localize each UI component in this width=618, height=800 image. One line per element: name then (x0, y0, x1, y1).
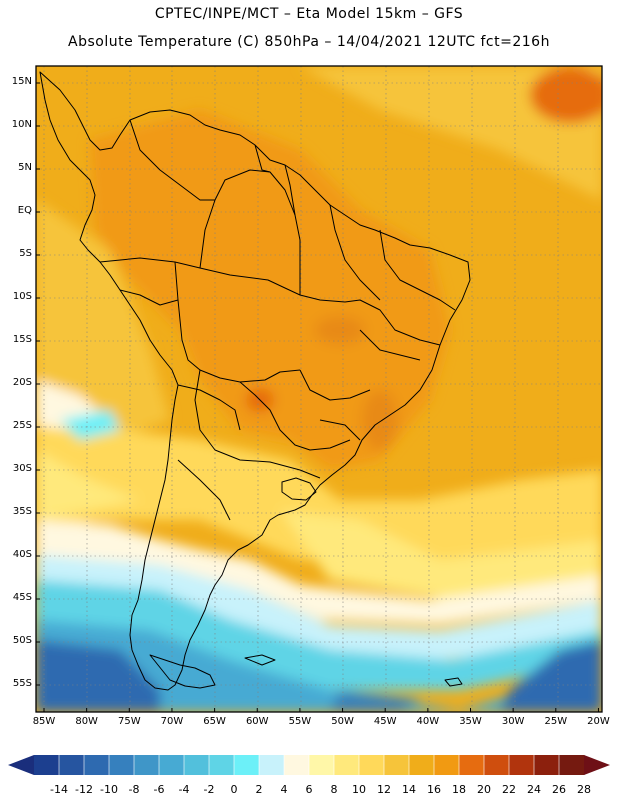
colorbar-min-arrow (8, 755, 34, 775)
lon-label: 50W (328, 716, 358, 727)
lon-label: 85W (29, 716, 59, 727)
lat-label: 15S (8, 334, 32, 345)
lon-label: 20W (583, 716, 613, 727)
lat-label: 5N (8, 162, 32, 173)
lat-label: 10N (8, 119, 32, 130)
lon-label: 45W (370, 716, 400, 727)
colorbar-label: 28 (569, 783, 599, 796)
colorbar-swatch (359, 755, 385, 775)
lon-label: 70W (157, 716, 187, 727)
colorbar-swatch (134, 755, 160, 775)
colorbar-swatch (409, 755, 435, 775)
lat-label: 20S (8, 377, 32, 388)
colorbar-max-arrow (584, 755, 610, 775)
colorbar-swatch (284, 755, 310, 775)
colorbar-swatch (384, 755, 410, 775)
colorbar-swatch (459, 755, 485, 775)
lat-label: 10S (8, 291, 32, 302)
lat-label: 40S (8, 549, 32, 560)
lon-label: 65W (200, 716, 230, 727)
colorbar-swatch (159, 755, 185, 775)
colorbar (0, 745, 618, 783)
lon-label: 25W (541, 716, 571, 727)
lon-label: 75W (114, 716, 144, 727)
colorbar-swatch (84, 755, 110, 775)
lon-label: 35W (456, 716, 486, 727)
colorbar-swatch (34, 755, 60, 775)
lat-label: 45S (8, 592, 32, 603)
lat-label: 25S (8, 420, 32, 431)
lat-label: 15N (8, 76, 32, 87)
lat-label: 50S (8, 635, 32, 646)
colorbar-swatch (234, 755, 260, 775)
lon-label: 40W (413, 716, 443, 727)
lon-label: 60W (242, 716, 272, 727)
colorbar-swatch (534, 755, 560, 775)
colorbar-swatch (184, 755, 210, 775)
lat-label: 55S (8, 678, 32, 689)
colorbar-swatch (484, 755, 510, 775)
colorbar-swatch (334, 755, 360, 775)
lat-label: 5S (8, 248, 32, 259)
colorbar-swatch (309, 755, 335, 775)
colorbar-swatch (59, 755, 85, 775)
colorbar-swatch (434, 755, 460, 775)
colorbar-swatch (109, 755, 135, 775)
lat-label: 30S (8, 463, 32, 474)
colorbar-swatch (509, 755, 535, 775)
lon-label: 55W (285, 716, 315, 727)
colorbar-swatch (559, 755, 585, 775)
colorbar-swatch (259, 755, 285, 775)
colorbar-swatch (209, 755, 235, 775)
lat-label: EQ (8, 205, 32, 216)
temperature-field (36, 66, 610, 712)
lat-label: 35S (8, 506, 32, 517)
lon-label: 30W (498, 716, 528, 727)
lon-label: 80W (72, 716, 102, 727)
temperature-map (0, 0, 618, 720)
